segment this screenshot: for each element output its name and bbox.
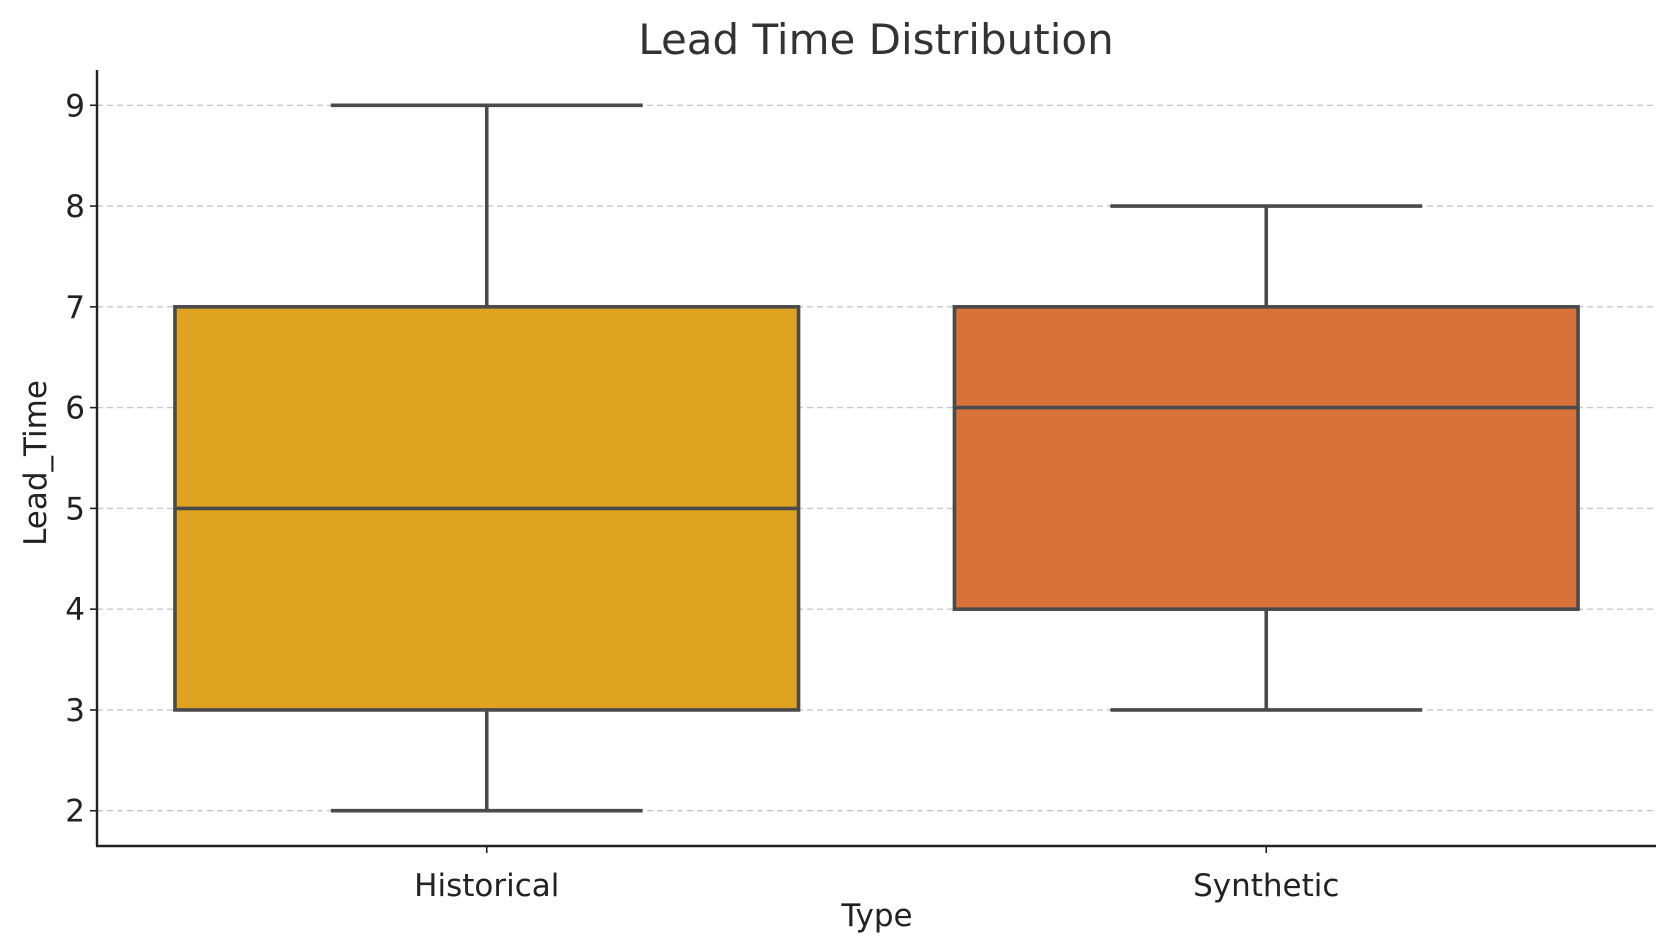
y-tick-label: 4 xyxy=(65,592,85,628)
y-tick-label: 2 xyxy=(65,794,85,830)
box-historical xyxy=(173,103,801,813)
x-axis-ticks: Historical Synthetic xyxy=(414,846,1339,904)
x-tick-label: Synthetic xyxy=(1193,868,1339,904)
y-tick-label: 3 xyxy=(65,693,85,729)
x-tick-label: Historical xyxy=(414,868,559,904)
iqr-box xyxy=(952,305,1580,611)
y-tick-label: 9 xyxy=(65,88,85,124)
box-synthetic xyxy=(952,204,1580,712)
y-tick-label: 7 xyxy=(65,290,85,326)
y-tick-label: 5 xyxy=(65,491,85,527)
y-axis-label: Lead_Time xyxy=(18,380,54,546)
y-tick-label: 8 xyxy=(65,189,85,225)
y-tick-label: 6 xyxy=(65,391,85,427)
x-axis-label: Type xyxy=(840,898,912,934)
chart-title: Lead Time Distribution xyxy=(638,15,1113,64)
y-axis-ticks: 2 3 4 5 6 7 8 9 xyxy=(65,88,97,830)
box-group xyxy=(173,103,1580,813)
